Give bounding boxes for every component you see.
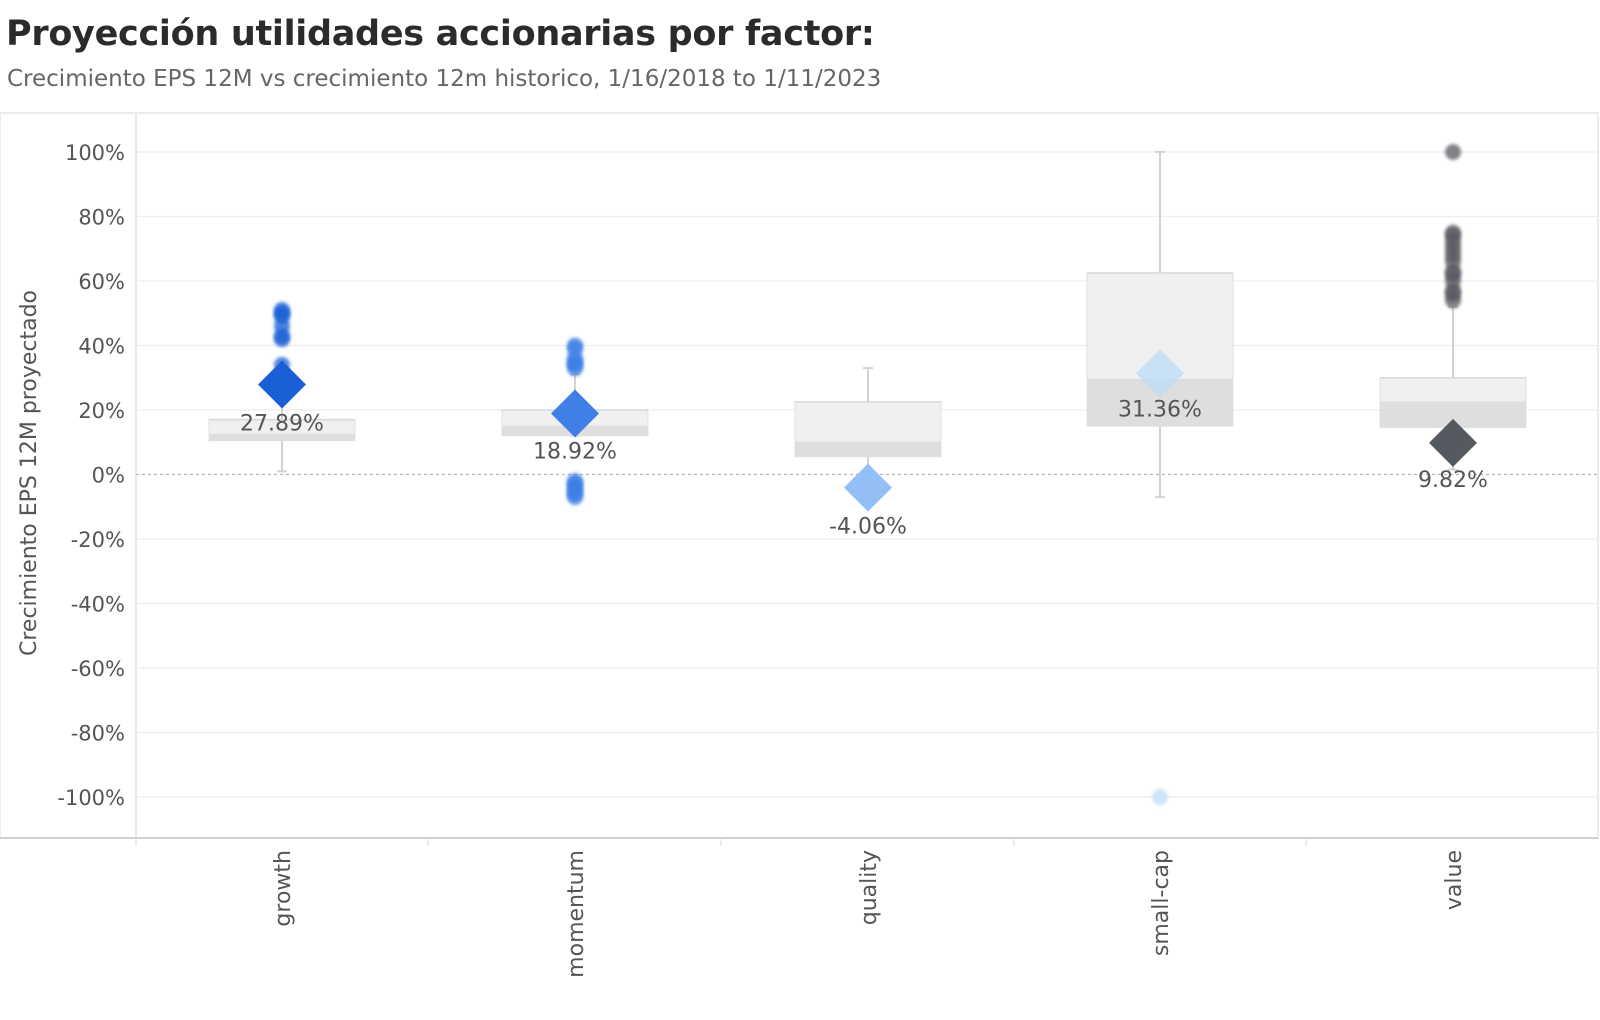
x-category-label: growth	[271, 850, 296, 927]
y-axis-label: Crecimiento EPS 12M proyectado	[17, 290, 42, 656]
projection-label: -4.06%	[829, 515, 907, 540]
x-category-label: momentum	[564, 850, 589, 978]
y-tick-label: 60%	[78, 270, 125, 294]
projection-diamond	[551, 389, 599, 438]
chart-subtitle: Crecimiento EPS 12M vs crecimiento 12m h…	[7, 66, 882, 92]
y-tick-label: -100%	[57, 786, 125, 810]
y-tick-label: -20%	[71, 528, 125, 552]
box-upper	[1379, 377, 1527, 403]
x-category-label: quality	[857, 850, 882, 925]
y-tick-label: 0%	[92, 464, 125, 488]
y-tick-label: -80%	[71, 722, 125, 746]
projection-label: 18.92%	[533, 439, 617, 464]
outlier-point	[274, 302, 290, 319]
x-category-label: value	[1442, 850, 1467, 910]
y-tick-label: 100%	[65, 141, 125, 165]
chart-title: Proyección utilidades accionarias por fa…	[6, 14, 875, 54]
labels: 100% 80% 60% 40% 20% 0% -20% -40% -60% -80% -100% 2…	[57, 141, 1488, 978]
outlier-point	[1445, 144, 1461, 160]
box-lower	[208, 433, 356, 442]
projection-diamond	[1429, 418, 1477, 467]
marks	[258, 144, 1477, 805]
box-lower	[794, 441, 942, 458]
y-tick-label: 80%	[78, 206, 125, 230]
y-tick-label: -40%	[71, 593, 125, 617]
projection-label: 9.82%	[1418, 468, 1488, 493]
plot-frame	[0, 112, 1599, 839]
boxes	[208, 151, 1527, 499]
x-category-label: small-cap	[1149, 850, 1174, 956]
projection-diamond	[844, 463, 892, 512]
outlier-point	[567, 337, 583, 354]
projection-diamond	[1136, 349, 1184, 398]
outlier-point	[567, 472, 583, 489]
outlier-point	[1152, 789, 1168, 805]
y-tick-label: 20%	[78, 399, 125, 423]
projection-label: 31.36%	[1118, 397, 1202, 422]
y-tick-label: -60%	[71, 657, 125, 681]
outlier-point	[1445, 224, 1461, 241]
projection-diamond	[258, 360, 306, 409]
box-upper	[794, 401, 942, 443]
y-tick-label: 40%	[78, 335, 125, 359]
projection-label: 27.89%	[240, 412, 324, 437]
